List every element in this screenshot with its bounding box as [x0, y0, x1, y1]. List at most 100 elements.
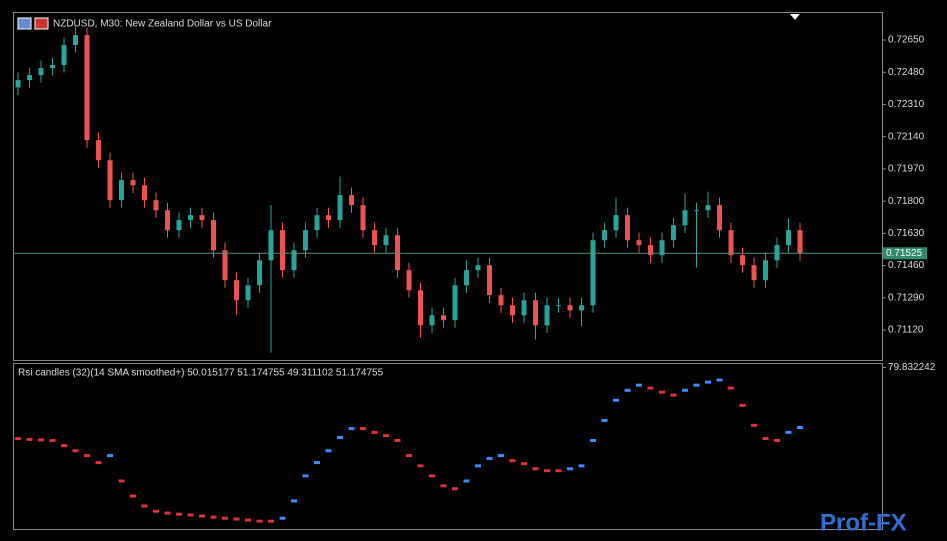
candle-body [15, 80, 21, 88]
candle-body [176, 220, 182, 231]
candle-body [613, 215, 619, 231]
indicator-mark [693, 383, 700, 387]
indicator-mark [118, 479, 125, 483]
candle-body [130, 180, 136, 186]
indicator-mark [61, 444, 67, 448]
candle-body [395, 235, 400, 271]
y-tick-label: 0.72650 [888, 35, 925, 46]
candle-body [406, 270, 412, 291]
y-tick-label: 0.71120 [888, 325, 924, 336]
candle-body [797, 230, 803, 254]
indicator-mark [348, 427, 355, 431]
candle-body [337, 195, 343, 221]
candle-body [61, 44, 67, 66]
indicator-mark [337, 435, 343, 439]
indicator-mark [325, 449, 332, 453]
candle-body [107, 160, 113, 201]
candle-body [96, 140, 101, 161]
candle-body [579, 305, 584, 311]
indicator-mark [728, 386, 734, 390]
shift-marker [790, 14, 800, 20]
watermark: Prof-FX [820, 509, 907, 536]
indicator-mark [291, 499, 297, 503]
indicator-mark [567, 467, 573, 471]
candle-body [234, 280, 239, 301]
y-tick-label: 0.71460 [888, 260, 925, 271]
indicator-mark [544, 469, 550, 473]
candle-body [544, 305, 550, 326]
indicator-mark [486, 457, 493, 461]
candle-body [602, 230, 607, 241]
candle-body [165, 210, 170, 231]
y-tick-label: 0.72140 [888, 131, 925, 142]
indicator-mark [130, 494, 136, 498]
main-panel [13, 12, 883, 361]
indicator-mark [15, 437, 21, 441]
candle-body [326, 215, 331, 221]
candle-body [280, 230, 285, 271]
y-tick-label: 0.71630 [888, 228, 925, 239]
indicator-mark [682, 388, 688, 392]
candle-body [257, 260, 262, 286]
candle-body [349, 195, 354, 206]
indicator-mark [26, 437, 33, 441]
indicator-mark [601, 418, 608, 422]
indicator-mark [670, 393, 677, 397]
candle-body [268, 230, 274, 261]
indicator-mark [509, 459, 516, 463]
indicator-mark [245, 518, 251, 522]
indicator-mark [532, 467, 539, 471]
indicator-mark [406, 454, 412, 458]
indicator-mark [176, 512, 182, 516]
indicator-mark [636, 383, 642, 387]
indicator-mark [49, 438, 56, 442]
indicator-mark [199, 514, 205, 518]
candle-body [487, 265, 492, 296]
indicator-mark [187, 513, 194, 517]
candle-body [222, 250, 228, 281]
indicator-mark [578, 464, 585, 468]
candle-body [383, 235, 389, 246]
candle-body [705, 205, 711, 211]
indicator-mark [521, 462, 527, 466]
candle-body [682, 210, 688, 226]
indicator-mark [440, 484, 447, 488]
candle-body [245, 285, 251, 301]
candle-body [671, 225, 676, 241]
indicator-mark [279, 516, 286, 520]
indicator-mark [302, 474, 309, 478]
indicator-mark [153, 509, 159, 513]
flag-icon [34, 17, 49, 30]
candle-body [119, 180, 124, 201]
indicator-mark [84, 454, 90, 458]
candle-body [291, 250, 297, 271]
indicator-mark [624, 388, 631, 392]
last-price-label: 0.71525 [886, 248, 923, 259]
indicator-mark [95, 461, 102, 465]
indicator-mark [360, 427, 366, 431]
candle-body [567, 305, 573, 311]
indicator-mark [429, 474, 435, 478]
candle-body [199, 215, 205, 221]
candle-body [475, 265, 481, 271]
indicator-mark [659, 390, 665, 394]
indicator-mark [38, 438, 44, 442]
candle-body [648, 245, 653, 256]
candle-body [590, 240, 596, 306]
candle-body [751, 265, 757, 281]
indicator-mark [774, 438, 780, 442]
indicator-panel [13, 363, 883, 530]
candle-body [153, 200, 159, 211]
y-tick-label: 0.71800 [888, 196, 925, 207]
candle-body [50, 65, 55, 69]
indicator-mark [555, 469, 562, 473]
indicator-mark [72, 449, 79, 453]
indicator-mark [256, 519, 263, 523]
candle-body [774, 245, 780, 261]
candle-body [452, 285, 458, 321]
y-tick-label: 0.71970 [888, 164, 925, 175]
candle-body [360, 205, 366, 231]
y-tick-label: 79.832242 [888, 362, 936, 373]
candle-body [372, 230, 377, 246]
